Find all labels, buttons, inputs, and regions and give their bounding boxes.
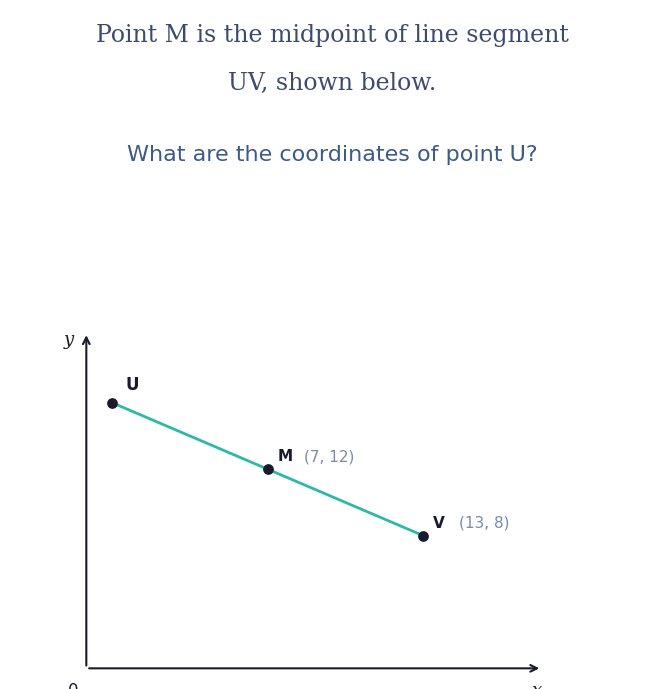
Point — [107, 398, 118, 409]
Point — [418, 530, 428, 541]
Text: x: x — [532, 681, 542, 689]
Text: What are the coordinates of point U?: What are the coordinates of point U? — [127, 145, 537, 165]
Text: (13, 8): (13, 8) — [459, 515, 510, 531]
Text: (7, 12): (7, 12) — [304, 449, 354, 464]
Text: M: M — [278, 449, 293, 464]
Text: UV, shown below.: UV, shown below. — [228, 72, 436, 95]
Text: y: y — [63, 331, 74, 349]
Text: V: V — [434, 515, 445, 531]
Text: 0: 0 — [68, 681, 78, 689]
Point — [262, 464, 273, 475]
Text: Point M is the midpoint of line segment: Point M is the midpoint of line segment — [96, 24, 568, 47]
Text: U: U — [125, 376, 139, 394]
